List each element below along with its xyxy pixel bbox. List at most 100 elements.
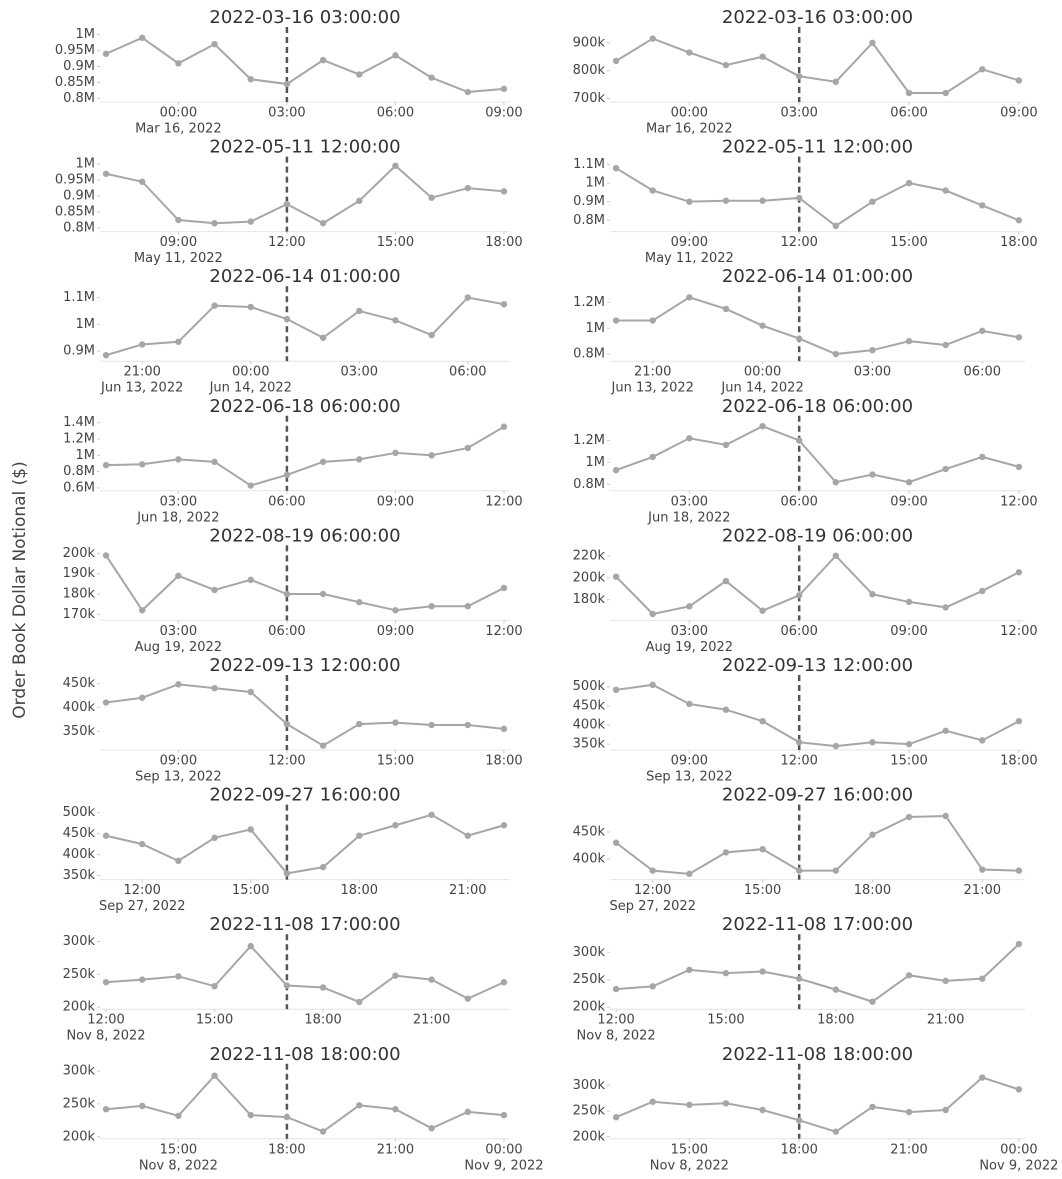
series-marker — [283, 590, 291, 598]
series-marker — [869, 1103, 876, 1111]
y-tick-label: 350k — [573, 737, 606, 752]
series-marker — [686, 870, 693, 878]
series-line — [615, 167, 1020, 228]
x-date-label: Sep 27, 2022 — [99, 899, 186, 914]
x-tick-label: 12:00 — [123, 883, 160, 898]
x-tick-label: 12:00 — [268, 235, 305, 250]
series-marker — [795, 592, 803, 599]
series-marker — [979, 975, 986, 982]
series-marker — [247, 942, 254, 950]
x-tick-label: 18:00 — [304, 1013, 341, 1028]
series-marker — [942, 341, 949, 349]
series-marker — [722, 969, 730, 977]
series-marker — [905, 179, 913, 187]
chart-title: 2022-05-11 12:00:00 — [209, 137, 400, 158]
y-tick-label: 0.9M — [63, 59, 95, 74]
y-tick-label: 1M — [76, 157, 96, 172]
series-marker — [319, 742, 327, 749]
y-tick-label: 200k — [573, 1129, 606, 1144]
series-marker — [319, 984, 327, 991]
y-tick-label: 350k — [63, 868, 96, 883]
series-line — [615, 683, 1020, 748]
x-tick-label: 00:00 — [671, 106, 708, 121]
y-tick-label: 190k — [63, 566, 96, 581]
series-marker — [612, 1114, 620, 1121]
series-marker — [612, 686, 620, 694]
series-marker — [759, 607, 766, 614]
series-marker — [905, 337, 913, 345]
series-line — [105, 296, 505, 357]
series-marker — [392, 317, 399, 324]
y-tick-label: 450k — [573, 698, 606, 713]
x-tick-label: 00:00 — [744, 365, 781, 380]
chart-title: 2022-11-08 18:00:00 — [209, 1044, 400, 1065]
series-line — [105, 36, 505, 94]
series-line — [105, 554, 505, 612]
series-marker — [211, 40, 218, 48]
series-marker — [795, 1117, 803, 1124]
x-tick-label: 18:00 — [1000, 754, 1037, 769]
series-marker — [686, 435, 693, 442]
series-marker — [356, 598, 363, 606]
series-marker — [102, 50, 110, 57]
x-date-label: Nov 8, 2022 — [577, 1029, 656, 1044]
series-marker — [175, 338, 182, 345]
series-marker — [869, 471, 876, 478]
series-marker — [175, 973, 182, 980]
series-marker — [139, 341, 146, 348]
series-marker — [905, 813, 913, 821]
x-date-label: Nov 9, 2022 — [464, 1158, 543, 1173]
x-tick-label: 15:00 — [377, 235, 414, 250]
series-marker — [795, 867, 803, 874]
y-tick-label: 450k — [63, 676, 96, 691]
series-marker — [392, 162, 399, 169]
series-marker — [500, 301, 508, 308]
x-tick-label: 21:00 — [449, 883, 486, 898]
series-line — [105, 813, 505, 875]
series-marker — [428, 811, 435, 818]
y-tick-label: 400k — [63, 700, 96, 715]
x-date-label: Sep 13, 2022 — [646, 770, 733, 785]
x-tick-label: 12:00 — [485, 624, 522, 639]
series-line — [616, 943, 1020, 1003]
series-marker — [211, 834, 218, 842]
series-marker — [428, 721, 435, 729]
series-marker — [392, 822, 399, 829]
x-tick-label: 09:00 — [377, 494, 414, 509]
series-marker — [428, 194, 435, 201]
series-marker — [905, 89, 913, 97]
series-marker — [102, 979, 110, 986]
y-tick-label: 250k — [573, 1104, 606, 1119]
x-date-label: Jun 18, 2022 — [136, 510, 219, 525]
y-tick-label: 0.8M — [573, 347, 605, 362]
series-marker — [612, 317, 620, 324]
x-date-label: Jun 14, 2022 — [209, 381, 292, 396]
series-marker — [464, 184, 471, 192]
series-marker — [795, 73, 803, 80]
series-marker — [686, 198, 693, 205]
series-marker — [356, 456, 363, 463]
series-marker — [428, 1125, 435, 1132]
series-marker — [832, 552, 840, 559]
series-marker — [102, 170, 110, 177]
y-tick-label: 200k — [63, 1129, 96, 1144]
series-marker — [283, 80, 291, 88]
series-marker — [832, 222, 840, 230]
series-marker — [722, 197, 730, 204]
x-tick-label: 12:00 — [597, 1013, 634, 1028]
series-marker — [612, 985, 620, 993]
series-marker — [247, 482, 254, 489]
x-tick-label: 12:00 — [780, 754, 817, 769]
x-date-label: Mar 16, 2022 — [135, 122, 222, 137]
series-marker — [832, 986, 840, 993]
series-marker — [283, 471, 291, 479]
x-tick-label: 21:00 — [927, 1013, 964, 1028]
x-tick-label: 09:00 — [485, 106, 522, 121]
x-tick-label: 12:00 — [485, 494, 522, 509]
series-marker — [464, 721, 471, 729]
series-marker — [759, 422, 766, 430]
series-marker — [869, 346, 876, 354]
series-marker — [759, 322, 766, 329]
series-marker — [211, 220, 218, 227]
x-tick-label: 03:00 — [268, 106, 305, 121]
